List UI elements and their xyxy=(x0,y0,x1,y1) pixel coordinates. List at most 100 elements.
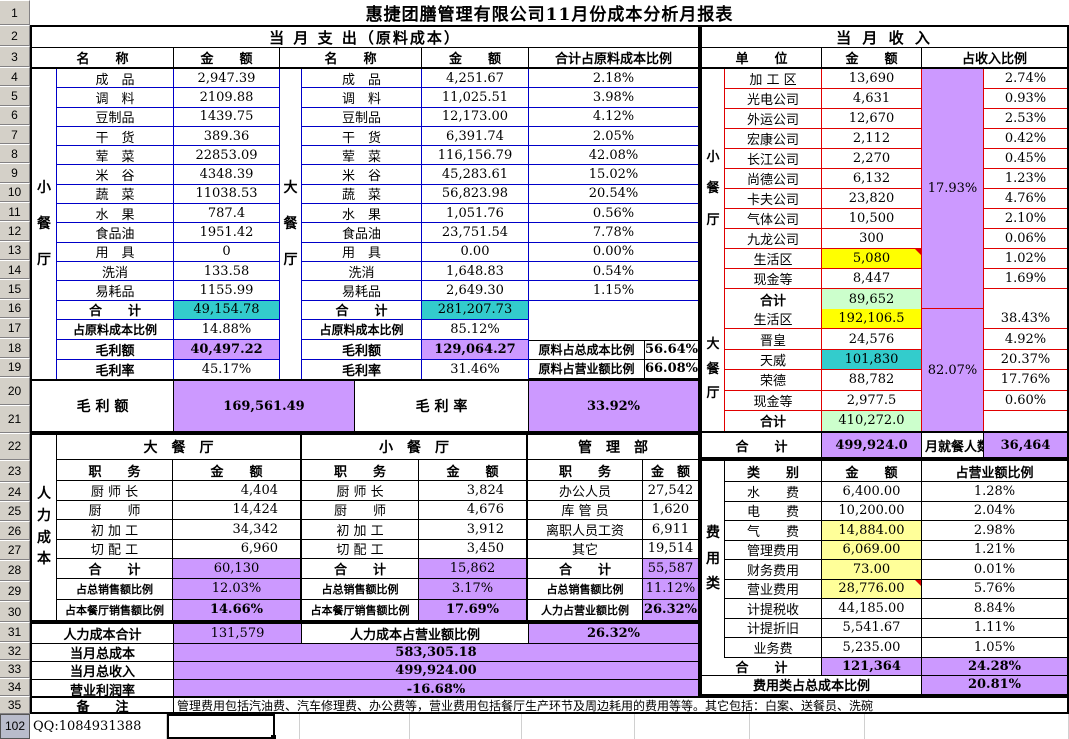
item-amount-cell[interactable]: 11,025.51 xyxy=(422,88,529,108)
item-amount-cell[interactable]: 389.36 xyxy=(174,126,280,147)
fee-name-cell[interactable]: 电 费 xyxy=(725,501,822,521)
remark-text[interactable]: 管理费用包括汽油费、汽车修理费、办公费等，营业费用包括餐厅生产环节及周边耗用的费… xyxy=(177,698,874,713)
item-amount-cell[interactable]: 133.58 xyxy=(174,261,280,282)
col-header-name-large[interactable]: 名 称 xyxy=(280,48,422,67)
income-unit-cell[interactable]: 九龙公司 xyxy=(725,229,822,249)
job-cell[interactable]: 厨 师 长 xyxy=(57,481,173,501)
item-name-cell[interactable]: 用 具 xyxy=(302,242,422,262)
income-pct-cell[interactable]: 0.45% xyxy=(984,149,1067,169)
row-number[interactable]: 19 xyxy=(0,357,30,378)
income-unit-cell[interactable]: 晋皇 xyxy=(725,329,822,350)
summary-value[interactable]: 499,924.00 xyxy=(174,662,698,680)
labor-own-label[interactable]: 人力占营业额比例 xyxy=(528,599,643,620)
income-pct-cell[interactable]: 0.60% xyxy=(984,391,1067,411)
large-share-cell[interactable]: 82.07% xyxy=(922,309,984,431)
empty-cell[interactable] xyxy=(635,714,750,739)
labor-total-value[interactable]: 60,130 xyxy=(173,559,300,579)
labor-share-label[interactable]: 占总销售额比例 xyxy=(302,579,419,600)
side-ratio-value-cell[interactable]: 56.64% xyxy=(645,339,698,360)
subtotal-label-cell[interactable]: 合计 xyxy=(725,289,822,309)
item-amount-cell[interactable]: 1,648.83 xyxy=(422,261,529,282)
fee-name-cell[interactable]: 计提税收 xyxy=(725,599,822,619)
item-amount-cell[interactable]: 787.4 xyxy=(174,204,280,224)
band-profit-label[interactable]: 毛 利 额 xyxy=(32,381,174,431)
income-pct-cell[interactable]: 4.92% xyxy=(984,329,1067,350)
fee-pct-cell[interactable]: 5.76% xyxy=(922,580,1067,599)
empty-cell[interactable] xyxy=(522,714,635,739)
empty-cell[interactable] xyxy=(865,714,1069,739)
income-amount-cell[interactable]: 192,106.5 xyxy=(822,309,922,330)
empty-cell[interactable] xyxy=(984,289,1067,309)
fee-pct-cell[interactable]: 1.05% xyxy=(922,638,1067,658)
item-pct-cell[interactable]: 2.05% xyxy=(529,127,698,147)
item-pct-cell[interactable]: 42.08% xyxy=(529,146,698,166)
job-amount-cell[interactable]: 1,620 xyxy=(643,501,698,520)
ratio-label-cell[interactable]: 占原料成本比例 xyxy=(302,320,422,340)
item-amount-cell[interactable]: 2109.88 xyxy=(174,88,280,108)
income-unit-cell[interactable]: 生活区 xyxy=(725,249,822,269)
item-name-cell[interactable]: 调 料 xyxy=(302,88,422,108)
job-cell[interactable]: 库 管 员 xyxy=(528,500,643,520)
summary-label[interactable]: 当月总收入 xyxy=(32,662,174,680)
item-amount-cell[interactable]: 45,283.61 xyxy=(422,165,529,185)
item-name-cell[interactable]: 食品油 xyxy=(302,223,422,243)
income-pct-cell[interactable]: 38.43% xyxy=(984,309,1067,330)
job-header-cell[interactable]: 职 务 xyxy=(302,460,419,481)
item-pct-cell[interactable]: 3.98% xyxy=(529,88,698,108)
fee-amount-cell[interactable]: 28,776.00 xyxy=(822,579,922,599)
row-number[interactable]: 8 xyxy=(0,144,30,164)
job-cell[interactable]: 厨 师 长 xyxy=(302,481,419,501)
empty-cell[interactable] xyxy=(275,714,300,739)
fee-amount-cell[interactable]: 10,200.00 xyxy=(822,501,922,521)
side-ratio-value-cell[interactable]: 66.08% xyxy=(645,360,698,380)
income-amount-cell[interactable]: 300 xyxy=(822,229,922,249)
labor-total-summary-label[interactable]: 人力成本合计 xyxy=(32,624,174,644)
col-header-amount[interactable]: 金 额 xyxy=(822,48,922,67)
labor-group-title[interactable]: 小 餐 厅 xyxy=(302,435,526,460)
item-name-cell[interactable]: 米 谷 xyxy=(57,165,174,185)
income-amount-cell[interactable]: 5,080 xyxy=(822,249,922,269)
job-amount-cell[interactable]: 6,960 xyxy=(173,540,300,559)
item-name-cell[interactable]: 成 品 xyxy=(57,69,174,89)
row-number[interactable]: 2 xyxy=(0,25,30,46)
fee-name-cell[interactable]: 计提折旧 xyxy=(725,618,822,638)
income-unit-cell[interactable]: 气体公司 xyxy=(725,209,822,229)
item-amount-cell[interactable]: 1,051.76 xyxy=(422,204,529,224)
item-amount-cell[interactable]: 12,173.00 xyxy=(422,107,529,127)
income-pct-cell[interactable]: 2.10% xyxy=(984,209,1067,229)
income-amount-cell[interactable]: 13,690 xyxy=(822,69,922,89)
total-label-cell[interactable]: 合 计 xyxy=(57,300,174,321)
income-amount-cell[interactable]: 6,132 xyxy=(822,169,922,189)
item-name-cell[interactable]: 米 谷 xyxy=(302,165,422,185)
labor-total-value[interactable]: 55,587 xyxy=(643,559,698,579)
job-amount-cell[interactable]: 3,450 xyxy=(419,540,526,559)
labor-total-label[interactable]: 合 计 xyxy=(302,559,419,579)
income-pct-cell[interactable]: 1.02% xyxy=(984,249,1067,269)
fee-ratio-header[interactable]: 占营业额比例 xyxy=(922,461,1067,482)
summary-label[interactable]: 营业利润率 xyxy=(32,680,174,698)
empty-cell[interactable] xyxy=(984,411,1067,431)
fee-pct-cell[interactable]: 2.04% xyxy=(922,502,1067,521)
item-amount-cell[interactable]: 6,391.74 xyxy=(422,126,529,147)
income-unit-cell[interactable]: 天威 xyxy=(725,349,822,371)
grand-total-amount[interactable]: 499,924.0 xyxy=(822,433,922,457)
row-number[interactable]: 6 xyxy=(0,105,30,125)
col-header-income-ratio[interactable]: 占收入比例 xyxy=(961,52,1027,67)
item-name-cell[interactable]: 蔬 菜 xyxy=(302,184,422,205)
fee-amount-cell[interactable]: 5,541.67 xyxy=(822,618,922,638)
job-amount-cell[interactable]: 4,676 xyxy=(419,501,526,520)
item-amount-cell[interactable]: 4348.39 xyxy=(174,165,280,185)
fill-handle[interactable] xyxy=(271,735,276,739)
row-number[interactable]: 30 xyxy=(0,601,30,622)
row-number[interactable]: 10 xyxy=(0,182,30,203)
selected-cell[interactable] xyxy=(167,714,276,739)
job-amount-cell[interactable]: 3,912 xyxy=(419,520,526,540)
gross-profit-label-cell[interactable]: 毛利额 xyxy=(302,339,422,360)
labor-group-label[interactable]: 人力成本 xyxy=(32,435,57,620)
ratio-value-cell[interactable]: 14.88% xyxy=(174,320,280,340)
labor-share-value[interactable]: 3.17% xyxy=(419,579,526,600)
row-number[interactable]: 33 xyxy=(0,659,30,678)
subtotal-amount-cell[interactable]: 89,652 xyxy=(822,289,922,309)
fees-cost-share-label[interactable]: 费用类占总成本比例 xyxy=(702,675,922,694)
side-ratio-label-cell[interactable]: 原料占总成本比例 xyxy=(529,339,645,360)
